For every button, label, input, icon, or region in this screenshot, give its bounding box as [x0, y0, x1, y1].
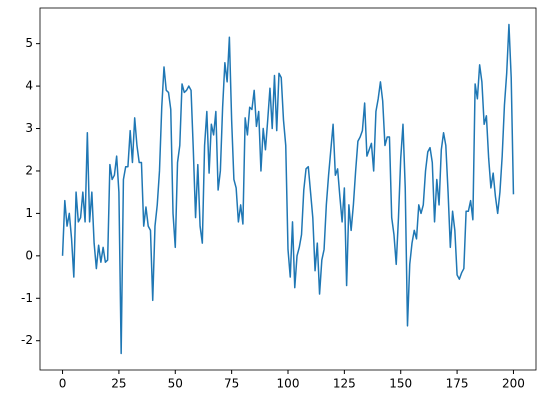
y-tick-label: 0	[25, 248, 33, 262]
x-tick-label: 175	[446, 377, 469, 391]
line	[61, 23, 515, 355]
x-tick-label: 150	[389, 377, 412, 391]
x-tick-label: 0	[59, 377, 67, 391]
y-tick-label: 1	[25, 206, 33, 220]
y-tick-label: 4	[25, 79, 33, 93]
y-tick-label: -2	[21, 333, 33, 347]
y-tick-label: 5	[25, 36, 33, 50]
x-tick-label: 75	[224, 377, 239, 391]
y-tick-label: 2	[25, 163, 33, 177]
x-tick-label: 125	[333, 377, 356, 391]
axes-frame	[39, 7, 537, 371]
x-tick-label: 100	[277, 377, 300, 391]
y-tick-label: -1	[21, 291, 33, 305]
y-tick-label: 3	[25, 121, 33, 135]
x-tick-label: 25	[111, 377, 126, 391]
x-tick-label: 200	[502, 377, 525, 391]
x-tick-label: 50	[168, 377, 183, 391]
